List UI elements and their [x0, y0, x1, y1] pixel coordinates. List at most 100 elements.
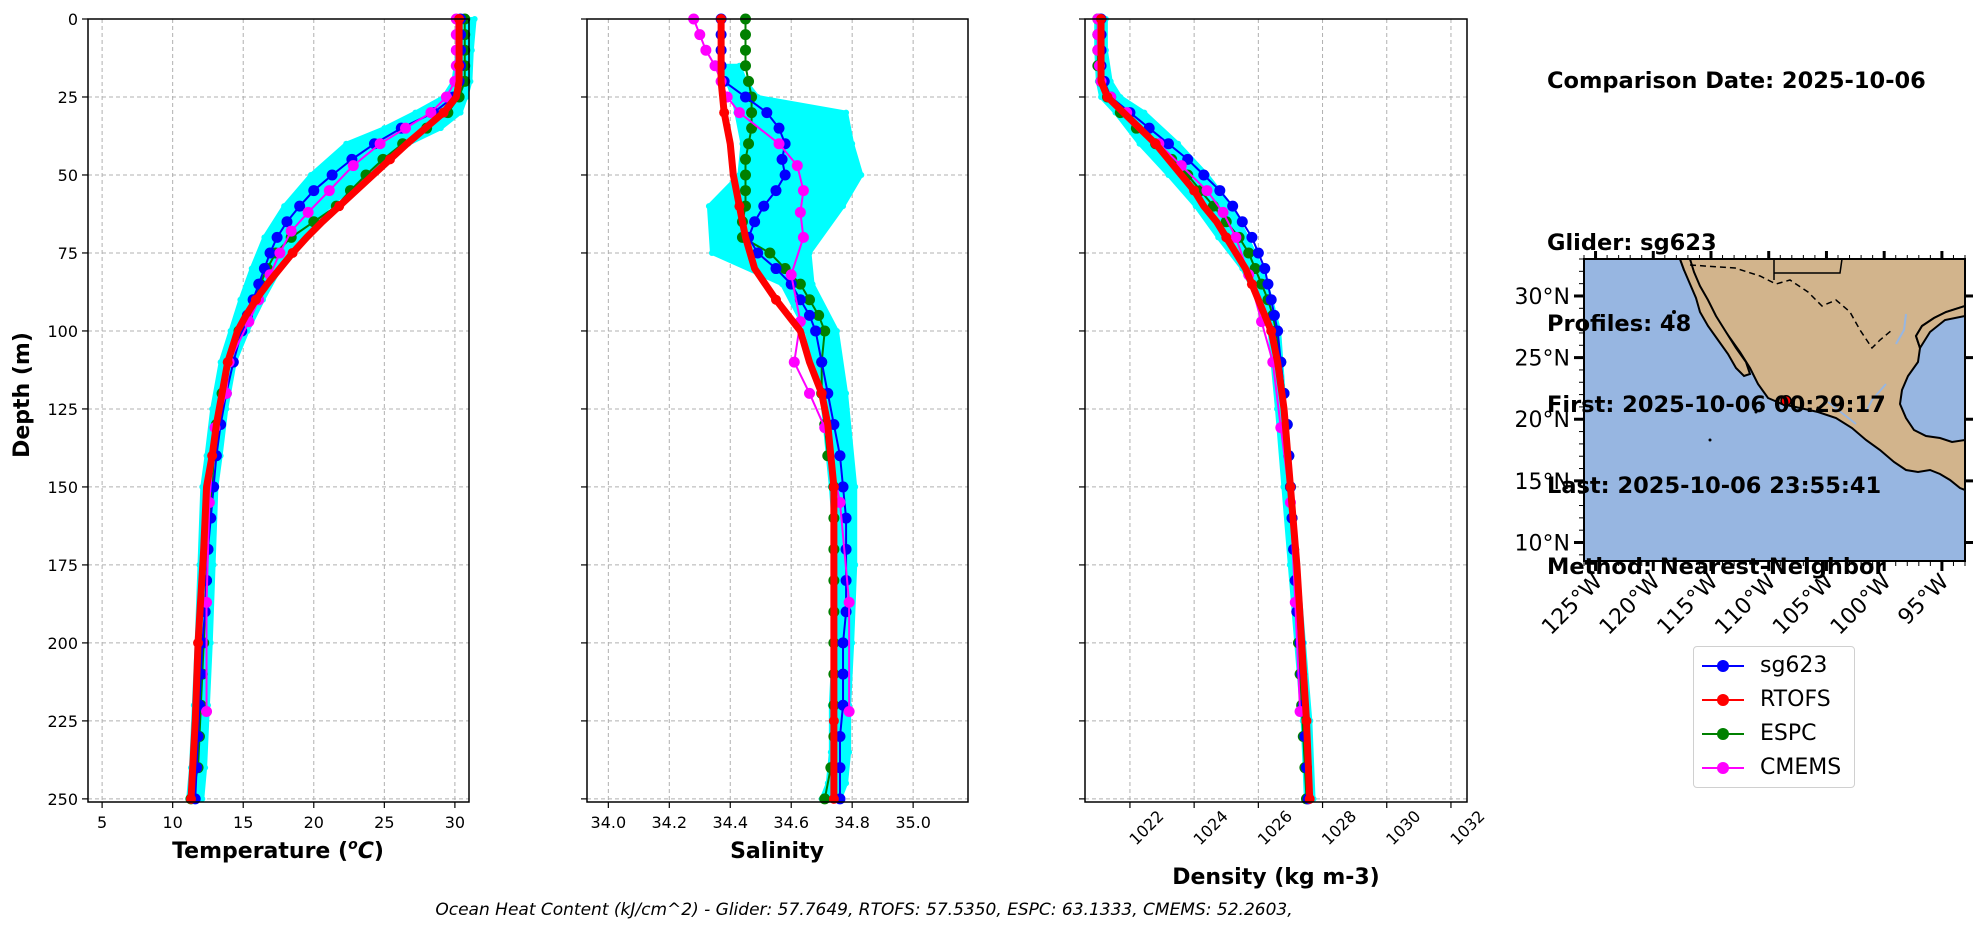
- cloud-point: [412, 109, 419, 116]
- series-point-espc: [1243, 247, 1255, 259]
- cloud-point: [809, 281, 816, 288]
- cloud-point: [217, 359, 224, 366]
- info-date: Comparison Date: 2025-10-06: [1547, 68, 1926, 94]
- series-point-espc: [743, 138, 755, 150]
- series-point-espc: [813, 309, 825, 321]
- cloud-point: [833, 327, 840, 334]
- series-point-cmems: [804, 387, 816, 399]
- series-point-cmems: [791, 160, 803, 172]
- cloud-point: [858, 171, 865, 178]
- series-point-sg623: [804, 309, 816, 321]
- series-point-sg623: [770, 263, 782, 275]
- map-island: [1816, 406, 1820, 410]
- legend-label: CMEMS: [1760, 755, 1842, 780]
- axes-frame: [586, 18, 969, 803]
- map-lat-label: 25°N: [1515, 347, 1570, 372]
- legend-marker: [1717, 694, 1729, 706]
- map-lat-label: 20°N: [1515, 408, 1570, 433]
- cloud-point: [463, 93, 470, 100]
- series-point-sg623: [840, 512, 852, 524]
- x-tick-label: 1028: [1318, 807, 1360, 849]
- series-point-sg623: [1265, 294, 1277, 306]
- cloud-point: [202, 764, 209, 771]
- series-point-rtofs: [1246, 279, 1257, 290]
- map-lat-label: 15°N: [1515, 470, 1570, 495]
- cloud-point: [326, 203, 333, 210]
- series-point-rtofs: [770, 294, 781, 305]
- cloud-point: [1192, 203, 1199, 210]
- info-last: Last: 2025-10-06 23:55:41: [1547, 473, 1882, 499]
- cloud-point: [307, 171, 314, 178]
- series-point-sg623: [837, 637, 849, 649]
- y-tick-label: 250: [47, 790, 78, 809]
- series-point-espc: [743, 75, 755, 87]
- comparison-info: Comparison Date: 2025-10-06 Glider: sg62…: [1547, 14, 1926, 608]
- xlabel-temperature-part: ): [374, 839, 384, 864]
- cloud-point: [1280, 483, 1287, 490]
- series-point-cmems: [843, 596, 855, 608]
- axes-frame: [1084, 18, 1468, 803]
- series-point-cmems: [400, 122, 411, 134]
- series-point-sg623: [1259, 263, 1271, 275]
- x-tick-label: 30: [445, 813, 465, 832]
- series-point-rtofs: [250, 294, 261, 305]
- series-point-rtofs: [1266, 325, 1277, 336]
- cloud-point: [343, 140, 350, 147]
- series-point-rtofs: [334, 201, 345, 212]
- series-point-sg623: [1162, 138, 1174, 150]
- density-panel: 1022 1024 1026 1028 1030 1032: [1079, 13, 1489, 849]
- x-tick-label: 1032: [1446, 807, 1488, 849]
- series-point-cmems: [843, 706, 855, 718]
- series-point-sg623: [1252, 247, 1264, 259]
- cloud-point: [1165, 171, 1172, 178]
- series-point-cmems: [323, 185, 335, 197]
- cloud-point: [708, 249, 715, 256]
- series-point-espc: [764, 247, 776, 259]
- cloud-point: [852, 483, 859, 490]
- map-lat-label: 10°N: [1515, 532, 1570, 557]
- series-point-rtofs: [1189, 185, 1200, 196]
- map-land-baja: [1678, 259, 1752, 378]
- series-point-sg623: [1198, 169, 1210, 181]
- cloud-point: [471, 16, 478, 22]
- x-tick-label: 1024: [1190, 807, 1232, 849]
- cloud-point: [806, 249, 813, 256]
- series-point-sg623: [770, 185, 782, 197]
- series-point-rtofs: [1285, 481, 1296, 492]
- cloud-point: [840, 203, 847, 210]
- series-point-sg623: [810, 325, 822, 337]
- series-point-espc: [739, 29, 751, 41]
- series-point-cmems: [797, 185, 809, 197]
- cloud-point: [1175, 140, 1182, 147]
- info-profiles: Profiles: 48: [1547, 311, 1692, 337]
- legend-label: sg623: [1760, 653, 1828, 678]
- x-tick-label: 1022: [1125, 807, 1167, 849]
- series-point-sg623: [281, 216, 293, 228]
- x-tick-label: 34.6: [773, 813, 809, 832]
- x-tick-label: 20: [304, 813, 324, 832]
- cloud-point: [705, 203, 712, 210]
- cloud-point: [852, 561, 859, 568]
- series-point-sg623: [294, 200, 306, 212]
- series-point-sg623: [1268, 309, 1280, 321]
- x-tick-label: 35.0: [895, 813, 931, 832]
- legend-marker: [1717, 728, 1729, 740]
- cloud-point: [261, 234, 268, 241]
- cloud-point: [223, 405, 230, 412]
- cloud-point: [849, 140, 856, 147]
- cloud-point: [199, 795, 206, 802]
- cloud-point: [1117, 93, 1124, 100]
- series-point-cmems: [1201, 185, 1213, 197]
- x-tick-label: 10: [162, 813, 182, 832]
- series-point-cmems: [700, 44, 712, 56]
- series-point-espc: [739, 60, 751, 72]
- series-point-cmems: [794, 206, 806, 218]
- series-point-rtofs: [816, 388, 827, 399]
- xlabel-temperature-part: Temperature (: [172, 839, 348, 864]
- series-point-cmems: [1217, 206, 1229, 218]
- series-point-rtofs: [734, 201, 745, 212]
- y-tick-label: 175: [47, 556, 78, 575]
- series-point-rtofs: [719, 107, 730, 118]
- series-point-sg623: [785, 278, 797, 290]
